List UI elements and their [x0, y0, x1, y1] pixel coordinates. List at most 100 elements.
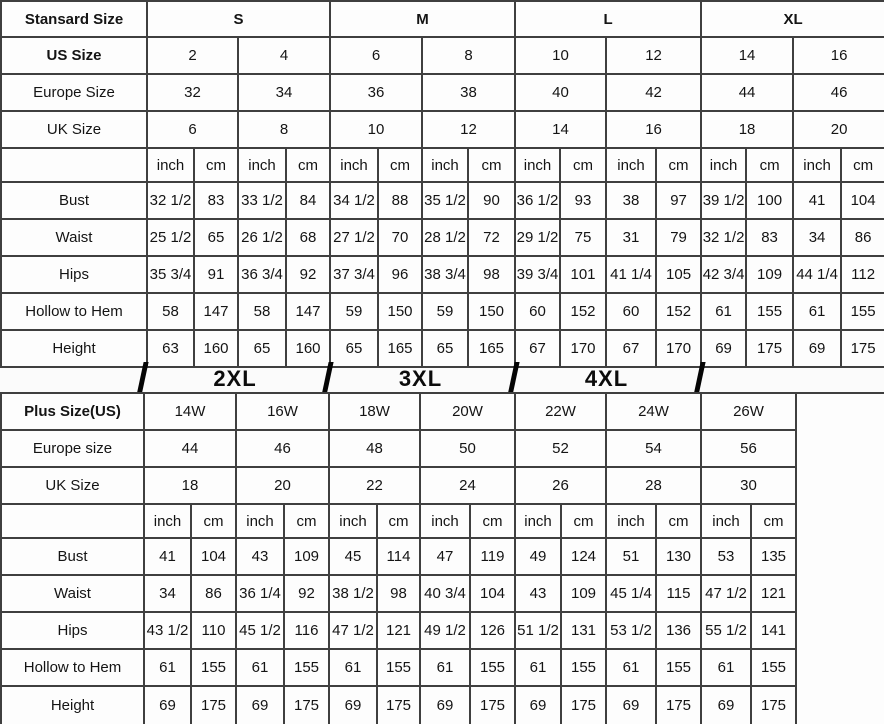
value-cell: 170: [559, 329, 608, 368]
unit-header-row: inch cm inch cm inch cm inch cm inch cm inch cm inch…: [0, 147, 884, 183]
value-cell: inch: [237, 147, 287, 183]
value-cell: inch: [792, 147, 843, 183]
value-cell: 51: [605, 537, 657, 576]
height-row: Height 69 175 69 175 69 175 69 175 69 175 69 175 69 1…: [0, 685, 884, 724]
value-cell: 97: [655, 181, 703, 220]
row-label: Europe size: [0, 429, 145, 468]
value-cell: cm: [559, 147, 608, 183]
value-cell: 115: [655, 574, 702, 613]
us-size-row: US Size 2 4 6 8 10 12 14 16: [0, 36, 884, 75]
value-cell: 18: [700, 110, 795, 149]
value-cell: 53 1/2: [605, 611, 657, 650]
value-cell: 90: [467, 181, 517, 220]
value-cell: inch: [235, 503, 285, 539]
corner-label: Stansard Size: [0, 0, 148, 38]
value-cell: 175: [750, 685, 797, 724]
value-cell: 14: [700, 36, 795, 75]
value-cell: cm: [560, 503, 607, 539]
value-cell: 55 1/2: [700, 611, 752, 650]
value-cell: 26 1/2: [237, 218, 287, 257]
value-cell: 35 1/2: [421, 181, 470, 220]
value-cell: 175: [560, 685, 607, 724]
value-cell: 175: [190, 685, 237, 724]
value-cell: 86: [190, 574, 237, 613]
value-cell: 121: [750, 574, 797, 613]
value-cell: cm: [469, 503, 516, 539]
value-cell: 43: [514, 574, 562, 613]
value-cell: 28 1/2: [421, 218, 470, 257]
row-label: Hips: [0, 255, 148, 294]
value-cell: 53: [700, 537, 752, 576]
value-cell: 126: [469, 611, 516, 650]
value-cell: 109: [745, 255, 795, 294]
value-cell: cm: [283, 503, 330, 539]
value-cell: 79: [655, 218, 703, 257]
value-cell: 155: [376, 648, 421, 687]
value-cell: 28: [605, 466, 702, 505]
value-cell: 175: [469, 685, 516, 724]
waist-row: Waist 25 1/2 65 26 1/2 68 27 1/2 70 28 1/2 72 29…: [0, 218, 884, 257]
value-cell: 32 1/2: [700, 218, 748, 257]
value-cell: 109: [560, 574, 607, 613]
value-cell: 46: [235, 429, 330, 468]
value-cell: 109: [283, 537, 330, 576]
value-cell: 69: [792, 329, 843, 368]
value-cell: 70: [377, 218, 424, 257]
value-cell: 136: [655, 611, 702, 650]
value-cell: 50: [419, 429, 516, 468]
value-cell: 170: [655, 329, 703, 368]
row-label: Height: [0, 685, 145, 724]
value-cell: 96: [377, 255, 424, 294]
value-cell: 40: [514, 73, 608, 112]
row-label: Europe Size: [0, 73, 148, 112]
uk-size-row: UK Size 6 8 10 12 14 16 18 20: [0, 110, 884, 149]
value-cell: 34: [792, 218, 843, 257]
value-cell: 130: [655, 537, 702, 576]
value-cell: 44: [143, 429, 237, 468]
value-cell: 37 3/4: [329, 255, 380, 294]
value-cell: 61: [328, 648, 378, 687]
value-cell: 92: [283, 574, 330, 613]
value-cell: 58: [237, 292, 287, 331]
value-cell: 141: [750, 611, 797, 650]
value-cell: 38: [605, 181, 658, 220]
value-cell: 10: [329, 110, 424, 149]
value-cell: 61: [235, 648, 285, 687]
value-cell: 60: [514, 292, 562, 331]
value-cell: 61: [700, 648, 752, 687]
value-cell: inch: [419, 503, 471, 539]
value-cell: 26: [514, 466, 607, 505]
value-cell: inch: [146, 147, 195, 183]
value-cell: 35 3/4: [146, 255, 195, 294]
blank-cell: [795, 392, 884, 724]
value-cell: 34: [143, 574, 192, 613]
value-cell: 150: [377, 292, 424, 331]
row-label: US Size: [0, 36, 148, 75]
value-cell: inch: [514, 147, 562, 183]
value-cell: 104: [840, 181, 884, 220]
value-cell: 147: [193, 292, 239, 331]
value-cell: 67: [514, 329, 562, 368]
size-group-l: L: [514, 0, 703, 38]
row-label: Waist: [0, 574, 145, 613]
row-label: Hollow to Hem: [0, 648, 145, 687]
value-cell: 41: [792, 181, 843, 220]
value-cell: cm: [190, 503, 237, 539]
value-cell: 33 1/2: [237, 181, 287, 220]
value-cell: cm: [750, 503, 797, 539]
value-cell: 43 1/2: [143, 611, 192, 650]
value-cell: 160: [284, 329, 332, 368]
standard-size-table: Stansard Size S M L XL US Size 2 4 6 8 10 12 1…: [0, 0, 884, 368]
value-cell: inch: [514, 503, 562, 539]
value-cell: 49 1/2: [419, 611, 471, 650]
value-cell: 20: [235, 466, 330, 505]
value-cell: 16: [605, 110, 703, 149]
value-cell: 16W: [235, 392, 330, 431]
value-cell: 61: [143, 648, 192, 687]
value-cell: 32 1/2: [146, 181, 195, 220]
value-cell: 38: [421, 73, 517, 112]
value-cell: 58: [146, 292, 195, 331]
row-label: Hips: [0, 611, 145, 650]
value-cell: 65: [237, 329, 287, 368]
